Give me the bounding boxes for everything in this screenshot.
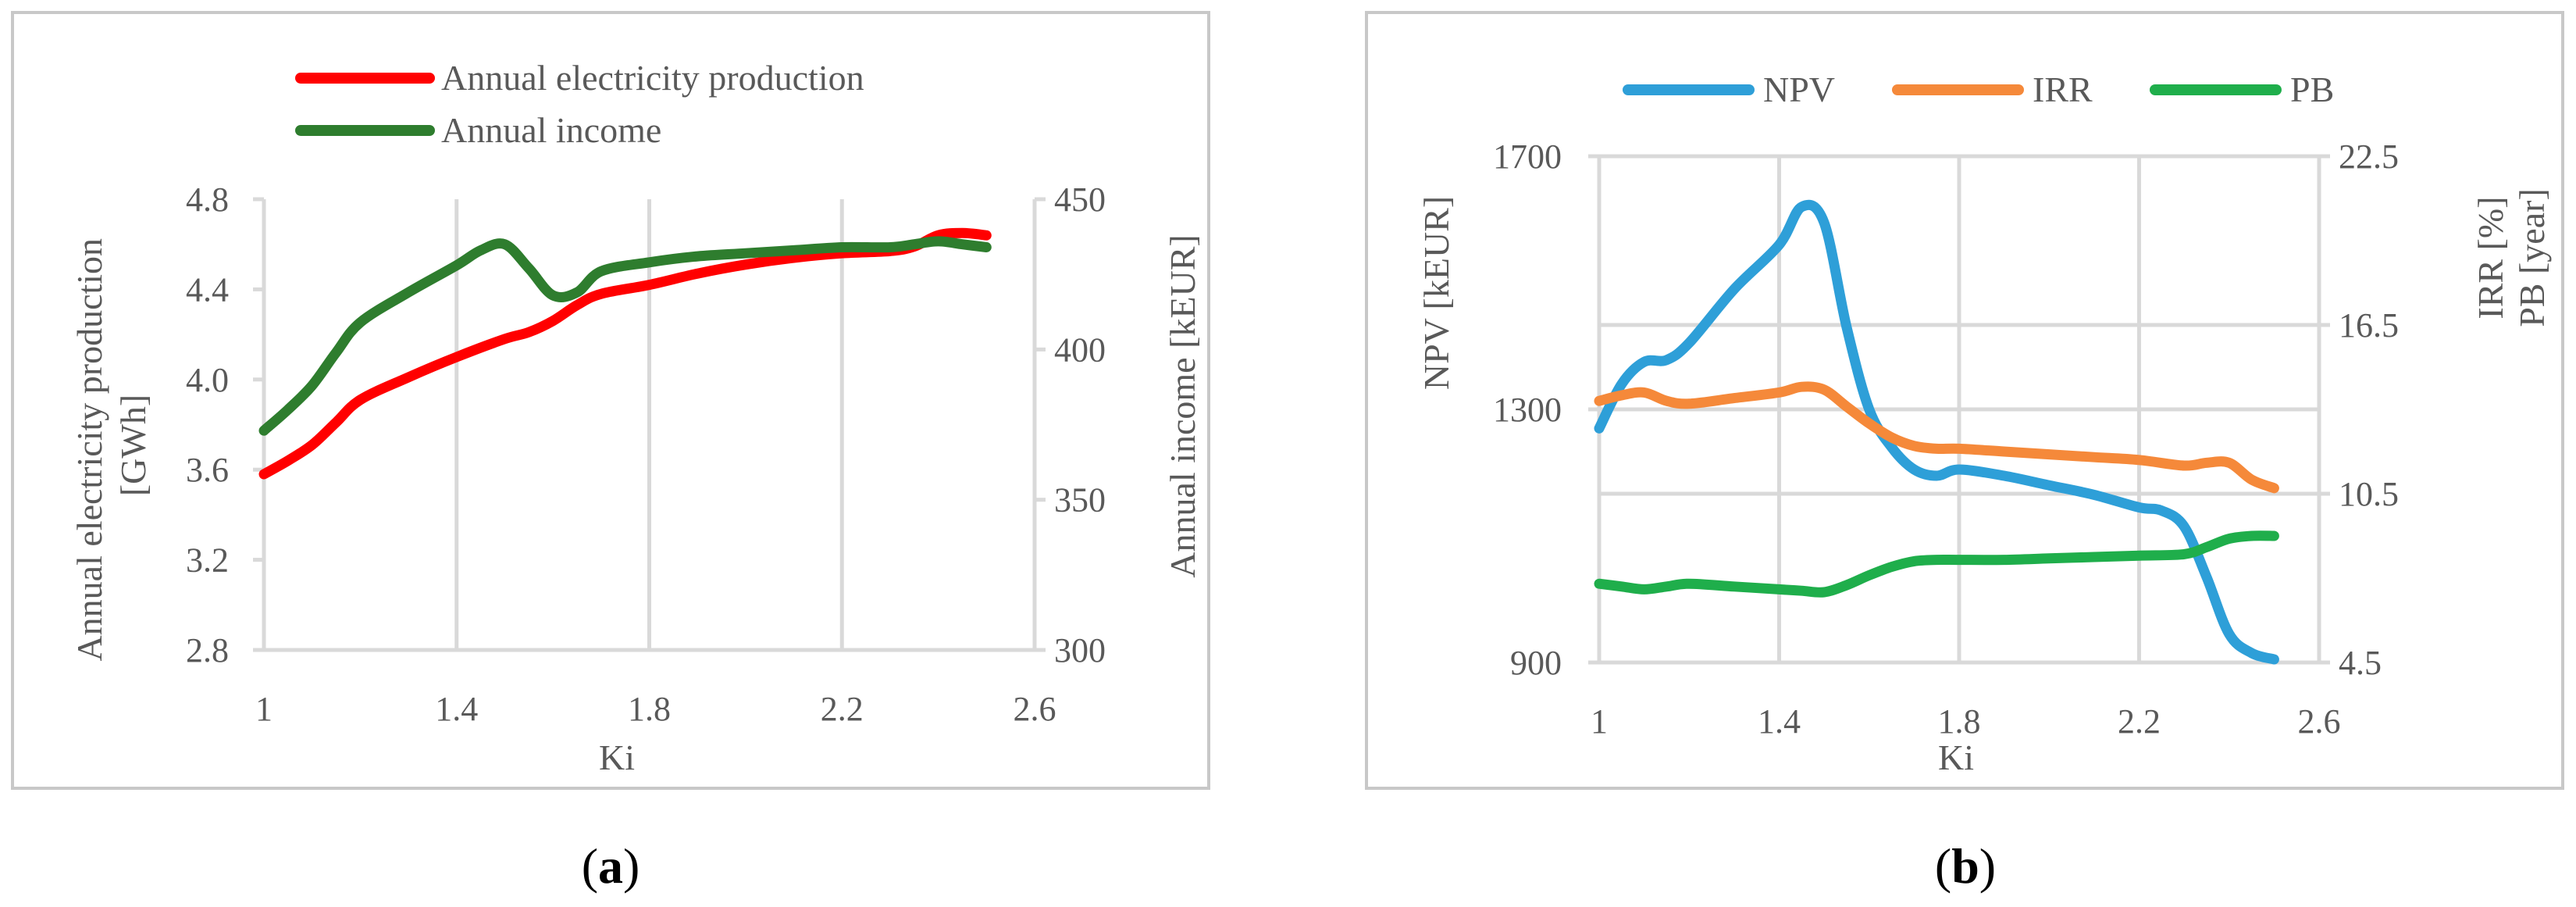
caption-a: (a) — [582, 838, 640, 894]
y-left-tick-b-2: 1700 — [1493, 137, 1562, 176]
y-left-tick-a-0: 2.8 — [186, 631, 229, 670]
y-right-axis-label-a: Annual income [kEUR] — [1163, 234, 1202, 577]
plot-b-axes — [1588, 154, 2330, 665]
y-right-tick-a-2: 400 — [1054, 330, 1106, 369]
y-left-tick-a-1: 3.2 — [186, 541, 229, 580]
y-right-tick-a-0: 300 — [1054, 631, 1106, 670]
legend-a-label-1: Annual income — [441, 110, 661, 150]
x-tick-b-1: 1.4 — [1758, 702, 1801, 741]
y-right-tick-a-1: 350 — [1054, 481, 1106, 520]
legend-b-label-0: NPV — [1763, 70, 1835, 109]
legend-a-label-0: Annual electricity production — [441, 58, 864, 98]
y-right-ticks-a: 300 350 400 450 — [1054, 180, 1106, 670]
caption-b-letter: b — [1951, 838, 1979, 894]
y-right-tick-a-3: 450 — [1054, 180, 1106, 219]
y-right-ticks-b: 4.5 10.5 16.5 22.5 — [2339, 137, 2399, 682]
x-tick-a-0: 1 — [255, 690, 273, 728]
x-tick-b-4: 2.6 — [2298, 702, 2341, 741]
x-tick-b-0: 1 — [1591, 702, 1608, 741]
caption-a-letter: a — [598, 838, 623, 894]
y-left-tick-a-5: 4.8 — [186, 180, 229, 219]
legend-b-label-2: PB — [2290, 70, 2334, 109]
x-ticks-b: 1 1.4 1.8 2.2 2.6 — [1591, 702, 2341, 741]
x-tick-a-2: 1.8 — [628, 690, 671, 728]
x-tick-a-3: 2.2 — [821, 690, 864, 728]
y-left-tick-b-0: 900 — [1510, 644, 1562, 682]
plot-b-series — [1594, 199, 2279, 665]
series-line-b-pb — [1594, 530, 2279, 598]
y-left-tick-a-3: 4.0 — [186, 361, 229, 399]
y-right-tick-b-3: 22.5 — [2339, 137, 2399, 176]
series-line-b-irr — [1594, 381, 2279, 494]
y-left-axis-label-a-line2: [GWh] — [113, 395, 153, 496]
x-axis-label-a: Ki — [599, 737, 635, 777]
panel-a-frame — [11, 11, 1210, 790]
caption-b: (b) — [1935, 838, 1996, 894]
y-left-tick-a-4: 4.4 — [186, 270, 229, 309]
legend-b: NPV IRR PB — [1623, 70, 2334, 109]
x-ticks-a: 1 1.4 1.8 2.2 2.6 — [255, 690, 1056, 728]
y-right-tick-b-0: 4.5 — [2339, 644, 2382, 682]
y-right-axis-label-b-irr: IRR [%] — [2471, 196, 2510, 319]
legend-a: Annual electricity production Annual inc… — [295, 58, 864, 150]
y-left-axis-label-b: NPV [kEUR] — [1416, 196, 1456, 390]
y-right-tick-b-1: 10.5 — [2339, 475, 2399, 513]
x-tick-a-1: 1.4 — [435, 690, 478, 728]
x-tick-a-4: 2.6 — [1014, 690, 1056, 728]
y-right-tick-b-2: 16.5 — [2339, 306, 2399, 345]
series-line-a-annual-income — [258, 236, 992, 436]
panel-a: Annual electricity production Annual inc… — [11, 11, 1210, 790]
panel-b-frame — [1365, 11, 2564, 790]
y-left-axis-label-a-line1: Annual electricity production — [69, 238, 109, 662]
plot-a-series — [258, 227, 992, 480]
x-axis-label-b: Ki — [1938, 737, 1974, 777]
legend-b-label-1: IRR — [2033, 70, 2093, 109]
y-left-tick-b-1: 1300 — [1493, 391, 1562, 429]
panel-b: NPV IRR PB 1 1.4 1.8 2.2 2.6 900 1300 17… — [1365, 11, 2564, 790]
y-left-ticks-b: 900 1300 1700 — [1493, 137, 1562, 682]
x-tick-b-3: 2.2 — [2118, 702, 2161, 741]
series-line-b-npv — [1594, 199, 2279, 665]
y-left-tick-a-2: 3.6 — [186, 451, 229, 489]
y-left-ticks-a: 2.8 3.2 3.6 4.0 4.4 4.8 — [186, 180, 229, 670]
y-left-axis-label-a: Annual electricity production [GWh] — [69, 229, 153, 661]
y-right-axis-label-b-pb: PB [year] — [2512, 188, 2552, 327]
x-tick-b-2: 1.8 — [1938, 702, 1981, 741]
